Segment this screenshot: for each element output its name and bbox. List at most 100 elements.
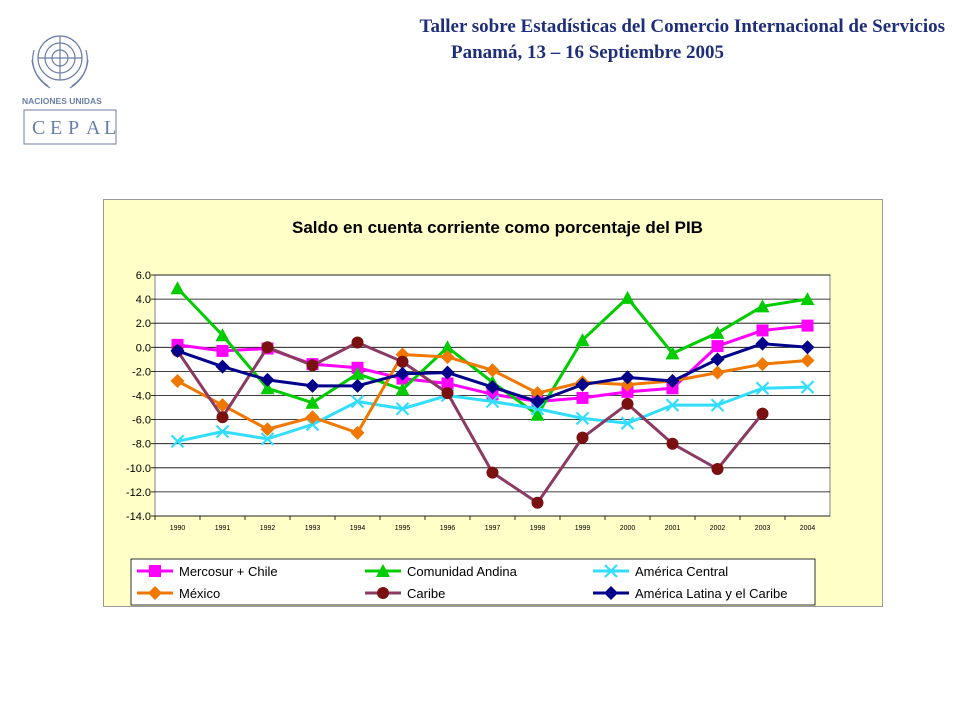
logo-letter: A	[86, 117, 101, 139]
legend: Mercosur + Chile Comunidad Andina América …	[130, 558, 816, 606]
data-point	[620, 370, 635, 385]
data-point	[665, 374, 680, 389]
data-point	[666, 382, 679, 395]
legend-item: Caribe	[365, 586, 445, 601]
data-point	[530, 407, 545, 421]
data-point	[665, 346, 680, 360]
data-point	[216, 344, 229, 357]
data-point	[800, 340, 815, 355]
un-emblem-icon	[31, 35, 89, 89]
x-tick-label: 1995	[395, 525, 411, 532]
x-tick-label: 1998	[530, 525, 546, 532]
data-point	[576, 431, 589, 444]
data-point	[710, 352, 725, 367]
data-point	[260, 372, 275, 387]
data-point	[621, 385, 634, 398]
data-point	[486, 466, 499, 479]
data-point	[801, 319, 814, 332]
x-tick-label: 2004	[800, 525, 816, 532]
data-point	[755, 336, 770, 351]
data-point	[351, 336, 364, 349]
x-tick-label: 1990	[170, 525, 186, 532]
legend-label: América Central	[635, 564, 728, 579]
series-america-central	[170, 380, 815, 449]
legend-item: México	[137, 586, 220, 601]
legend-box	[130, 558, 816, 606]
legend-marker	[604, 564, 618, 578]
data-point	[755, 381, 770, 396]
logo-letter: C	[32, 117, 45, 139]
legend-label: Comunidad Andina	[407, 564, 518, 579]
data-point	[260, 422, 275, 437]
data-point	[395, 382, 410, 396]
data-point	[441, 387, 454, 400]
y-tick-label: 4.0	[136, 294, 151, 306]
legend-marker	[376, 564, 390, 577]
chart-title: Saldo en cuenta corriente como porcentaj…	[292, 218, 703, 237]
x-tick-label: 1993	[305, 525, 321, 532]
chart-frame: Saldo en cuenta corriente como porcentaj…	[103, 199, 883, 607]
y-tick-label: 6.0	[136, 270, 151, 282]
data-point	[485, 394, 500, 409]
data-point	[305, 395, 320, 409]
data-point	[665, 398, 680, 412]
logo-cepal-box	[23, 109, 117, 145]
logo-letter: P	[68, 117, 79, 139]
legend-label: México	[179, 586, 220, 601]
series-america-latina-y-el-caribe	[170, 336, 815, 409]
legend-item: Mercosur + Chile	[137, 564, 278, 579]
logo-letter: L	[104, 117, 116, 139]
x-tick-label: 2002	[710, 525, 726, 532]
y-tick-label: -2.0	[132, 366, 151, 378]
legend-item: América Latina y el Caribe	[593, 586, 787, 601]
data-point	[305, 417, 320, 432]
data-point	[575, 411, 590, 426]
data-point	[440, 365, 455, 380]
data-point	[396, 355, 409, 368]
data-point	[170, 343, 185, 358]
data-point	[755, 299, 770, 313]
data-point	[620, 416, 635, 430]
data-point	[530, 386, 545, 401]
x-tick-label: 1992	[260, 525, 276, 532]
series-line	[176, 340, 764, 505]
legend-label: América Latina y el Caribe	[635, 586, 787, 601]
data-point	[170, 434, 185, 449]
data-point	[261, 341, 274, 354]
data-point	[395, 401, 410, 416]
legend-marker	[377, 587, 389, 599]
data-point	[305, 378, 320, 393]
data-point	[440, 349, 455, 364]
data-point	[575, 333, 590, 347]
data-point	[620, 290, 635, 304]
y-tick-label: 2.0	[136, 318, 151, 330]
data-point	[305, 410, 320, 425]
y-tick-label: -8.0	[132, 439, 151, 451]
y-tick-label: -12.0	[126, 487, 151, 499]
data-point	[215, 398, 230, 413]
data-point	[755, 357, 770, 372]
legend-marker	[149, 565, 161, 577]
data-point	[530, 401, 545, 416]
data-point	[710, 398, 725, 412]
data-point	[756, 407, 769, 420]
logo-org-text: NACIONES UNIDAS	[22, 96, 102, 106]
data-point	[350, 366, 365, 380]
header-line-2: Panamá, 13 – 16 Septiembre 2005	[450, 42, 725, 63]
data-point	[215, 359, 230, 374]
data-point	[710, 365, 725, 380]
x-tick-label: 2003	[755, 525, 771, 532]
data-point	[440, 340, 455, 354]
x-tick-label: 1997	[485, 525, 501, 532]
data-point	[350, 394, 365, 409]
legend-marker	[148, 586, 162, 600]
data-point	[666, 437, 679, 450]
data-point	[350, 378, 365, 393]
data-point	[800, 353, 815, 368]
data-point	[576, 391, 589, 404]
data-point	[756, 324, 769, 337]
data-point	[800, 292, 815, 306]
y-tick-label: -6.0	[132, 415, 151, 427]
data-point	[711, 463, 724, 476]
